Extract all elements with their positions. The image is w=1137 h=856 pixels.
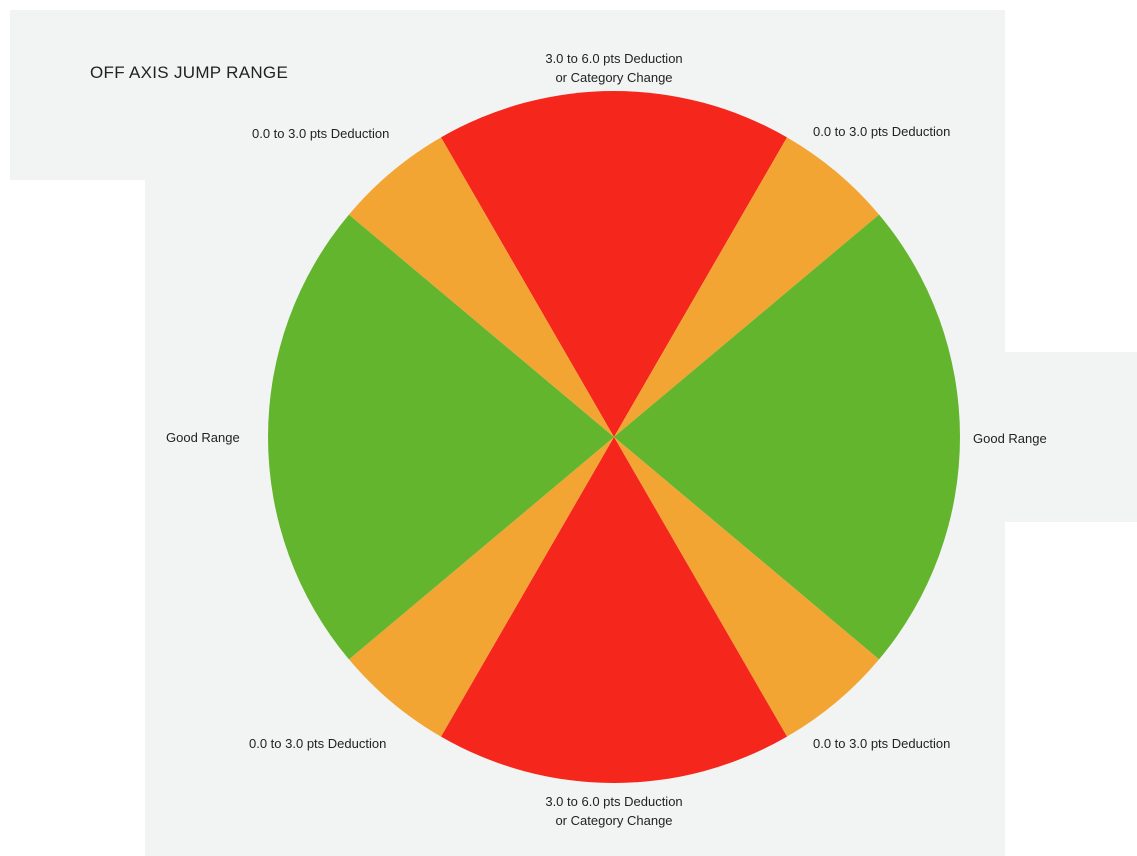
chart-title: OFF AXIS JUMP RANGE	[90, 63, 289, 82]
pie-slice-1	[614, 137, 880, 438]
label-bottom-line1: 3.0 to 6.0 pts Deduction	[545, 794, 683, 809]
title-background	[10, 10, 146, 180]
pie-slice-6	[268, 214, 614, 660]
label-top-line1: 3.0 to 6.0 pts Deduction	[545, 51, 683, 66]
label-top-line2: or Category Change	[555, 70, 673, 85]
label-left: Good Range	[166, 430, 240, 445]
label-bottom: 3.0 to 6.0 pts Deduction or Category Cha…	[545, 792, 682, 830]
label-bottom-right: 0.0 to 3.0 pts Deduction	[813, 736, 951, 751]
label-bottom-left: 0.0 to 3.0 pts Deduction	[249, 736, 387, 751]
label-top: 3.0 to 6.0 pts Deduction or Category Cha…	[545, 49, 682, 87]
label-right: Good Range	[973, 431, 1047, 446]
label-top-right: 0.0 to 3.0 pts Deduction	[813, 124, 951, 139]
pie-slice-3	[614, 437, 880, 737]
label-bottom-line2: or Category Change	[555, 813, 673, 828]
label-top-left: 0.0 to 3.0 pts Deduction	[252, 126, 390, 141]
pie-slice-4	[441, 437, 787, 783]
right-label-background	[1004, 352, 1137, 522]
pie-slice-7	[348, 137, 614, 438]
pie-slice-2	[614, 214, 960, 660]
pie-slice-0	[441, 91, 787, 438]
pie-slice-5	[348, 437, 614, 737]
